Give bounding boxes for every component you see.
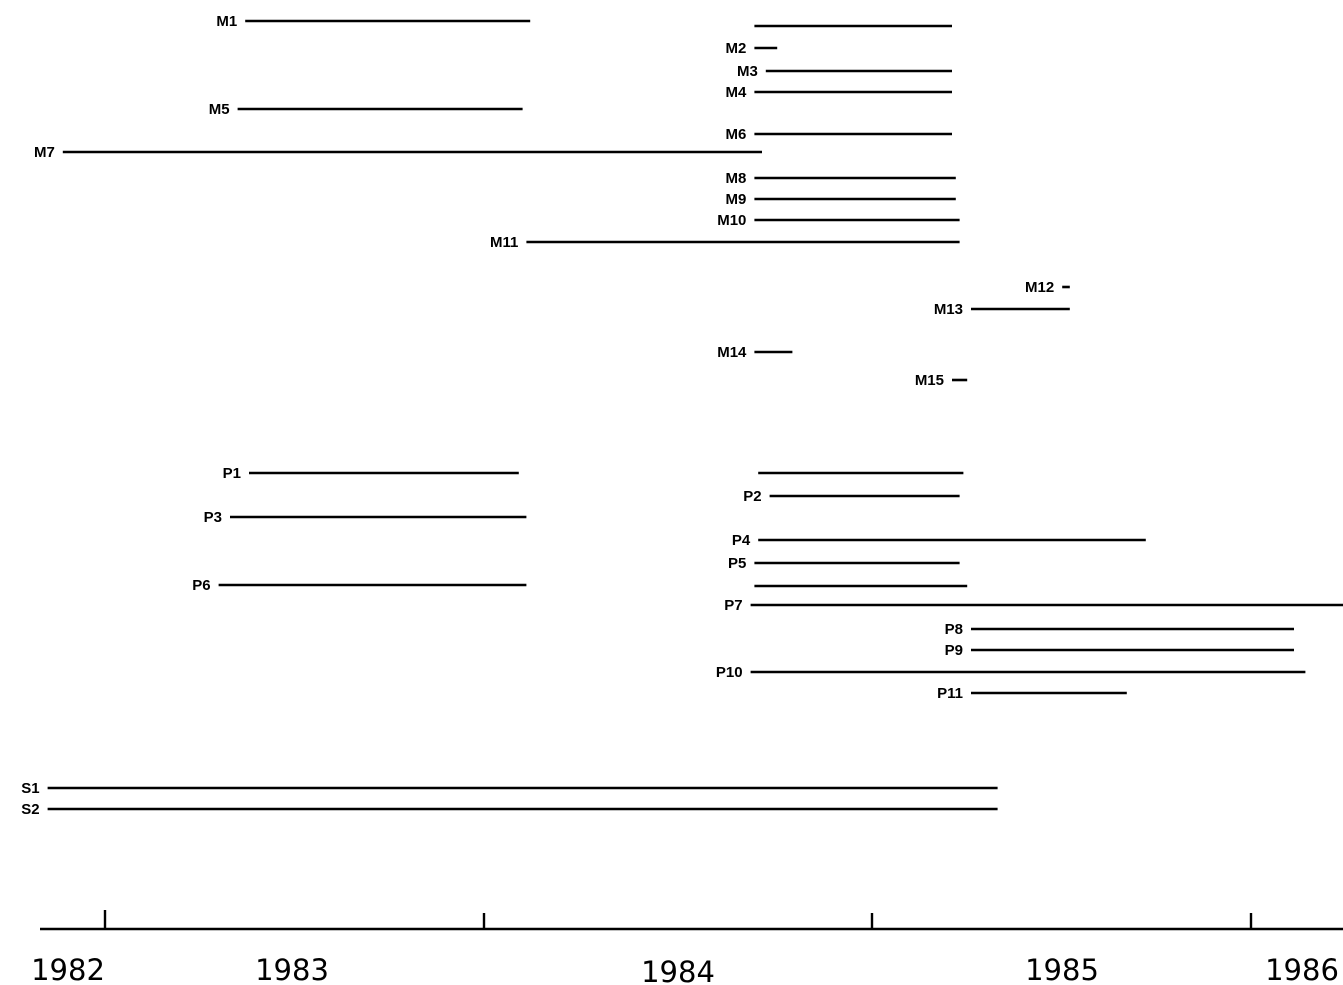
bar-label: P3 xyxy=(204,509,222,526)
bar-label: P2 xyxy=(743,488,761,505)
bar-label: M1 xyxy=(216,13,237,30)
bar-label: P6 xyxy=(192,577,210,594)
bar-label: P7 xyxy=(724,597,742,614)
bar-label: M3 xyxy=(737,63,758,80)
bar-labels-layer: M1 M2 M3 M4 M5 M6 M7 M8 M9 M10 M11 M12 M13 M14 M15 P1 P2… xyxy=(21,13,1054,818)
bar-label: M11 xyxy=(490,234,518,251)
bar-label: P9 xyxy=(945,642,963,659)
bar-label: M4 xyxy=(726,84,747,101)
x-tick-label: 1985 xyxy=(1025,953,1099,985)
time-axis: 1982 1983 1984 1985 1986 xyxy=(31,910,1343,985)
bar-label: P10 xyxy=(716,664,743,681)
bar-label: M14 xyxy=(717,344,747,361)
bar-label: M8 xyxy=(726,170,747,187)
bar-label: P4 xyxy=(732,532,751,549)
bar-label: P5 xyxy=(728,555,746,572)
bar-label: M9 xyxy=(726,191,747,208)
x-tick-label: 1986 xyxy=(1265,953,1339,985)
bar-label: P1 xyxy=(223,465,241,482)
x-tick-label: 1984 xyxy=(641,955,715,985)
bar-label: M12 xyxy=(1025,279,1054,296)
bar-label: M13 xyxy=(934,301,963,318)
bar-label: S1 xyxy=(21,780,39,797)
bar-label: S2 xyxy=(21,801,39,818)
bar-label: M10 xyxy=(717,212,746,229)
bar-label: P11 xyxy=(937,685,963,702)
bar-label: M2 xyxy=(726,40,747,57)
bar-label: M5 xyxy=(209,101,230,118)
bar-label: M15 xyxy=(915,372,944,389)
bar-label: P8 xyxy=(945,621,963,638)
x-tick-label: 1982 xyxy=(31,953,105,985)
x-tick-label: 1983 xyxy=(255,953,329,985)
bar-label: M6 xyxy=(726,126,747,143)
bars-layer xyxy=(47,19,1343,811)
bar-label: M7 xyxy=(34,144,55,161)
